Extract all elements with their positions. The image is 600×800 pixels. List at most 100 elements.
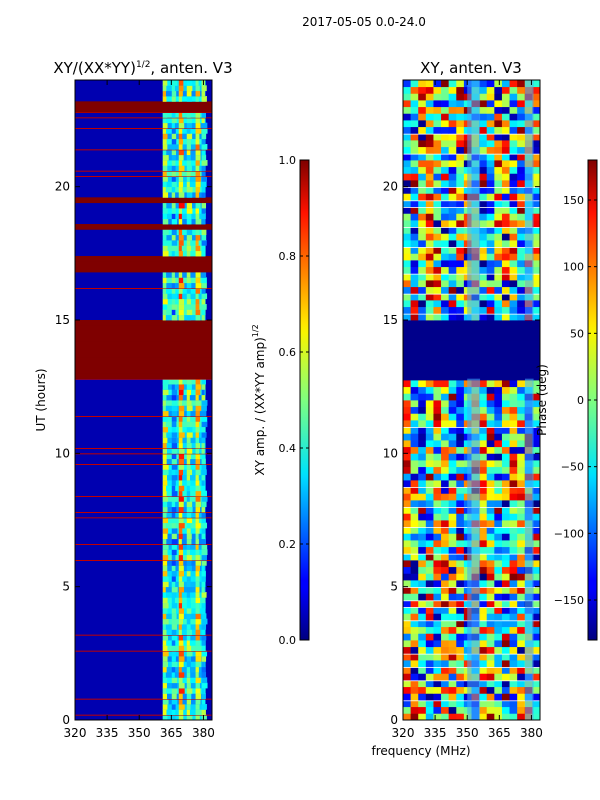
phase-cell: [486, 293, 495, 301]
phase-cell: [441, 520, 450, 528]
amplitude-cell: [162, 490, 206, 497]
amplitude-cell: [186, 672, 191, 678]
phase-cell: [486, 100, 495, 108]
phase-cell: [410, 200, 419, 208]
amplitude-cell: [171, 314, 178, 321]
phase-cell: [425, 666, 434, 674]
phase-cell: [494, 666, 503, 674]
phase-cell: [403, 413, 412, 421]
phase-cell: [433, 666, 442, 674]
phase-cell: [456, 486, 465, 494]
phase-cell: [486, 113, 495, 121]
amplitude-cell: [186, 410, 191, 417]
phase-cell: [509, 513, 518, 521]
amplitude-cell: [162, 208, 206, 214]
amplitude-cell: [195, 480, 200, 486]
phase-cell: [433, 86, 442, 94]
amplitude-y-axis-label: UT (hours): [34, 368, 48, 431]
phase-cell: [418, 586, 427, 594]
phase-cell: [494, 426, 503, 434]
phase-cell: [494, 633, 503, 641]
amplitude-cell: [178, 208, 183, 214]
phase-cell: [433, 453, 442, 461]
phase-cell: [532, 686, 541, 694]
phase-cell: [486, 413, 495, 421]
phase-cell: [494, 386, 503, 394]
phase-cell: [509, 540, 518, 548]
phase-cell: [410, 140, 419, 148]
phase-cell: [418, 680, 427, 688]
phase-cell: [418, 173, 427, 181]
phase-cell: [403, 280, 412, 288]
amplitude-cell: [186, 688, 193, 694]
amplitude-cell: [171, 666, 176, 673]
phase-cell: [410, 86, 419, 94]
phase-cell: [418, 420, 427, 428]
amplitude-cell: [195, 586, 200, 593]
amplitude-cell: [162, 512, 167, 518]
phase-cell: [479, 573, 488, 581]
amplitude-cell: [171, 272, 175, 278]
amplitude-cell: [186, 400, 192, 406]
amplitude-cell: [201, 218, 206, 225]
amplitude-cell: [162, 389, 169, 396]
phase-cell: [501, 673, 510, 681]
phase-cell: [486, 393, 495, 401]
phase-cell: [448, 286, 457, 294]
phase-cell: [410, 633, 419, 641]
phase-cell: [441, 293, 450, 301]
amplitude-cell: [171, 645, 176, 652]
amplitude-rfi-line: [75, 544, 212, 545]
amplitude-cell: [162, 576, 206, 582]
phase-cell: [418, 473, 427, 481]
amplitude-cell: [195, 570, 200, 577]
phase-cell: [494, 306, 503, 314]
phase-cell: [418, 486, 427, 494]
phase-cell: [494, 686, 503, 694]
phase-cell: [425, 586, 434, 594]
phase-cell: [494, 220, 503, 228]
phase-cell: [494, 706, 503, 714]
phase-cell: [494, 553, 503, 561]
phase-cell: [486, 426, 495, 434]
amplitude-cell: [195, 554, 200, 561]
phase-cell: [425, 113, 434, 121]
phase-cell: [418, 686, 427, 694]
amplitude-cell: [195, 613, 201, 620]
amplitude-cell: [171, 133, 177, 140]
phase-cell: [456, 260, 465, 268]
amplitude-cell: [171, 592, 177, 598]
phase-cell: [433, 400, 442, 408]
phase-cell: [509, 633, 518, 641]
amplitude-cell: [186, 453, 191, 460]
phase-cell: [479, 693, 488, 701]
phase-cell: [448, 253, 457, 261]
phase-cell: [501, 560, 510, 568]
phase-cell: [517, 480, 526, 488]
amplitude-cell: [186, 170, 191, 177]
amplitude-cell: [162, 384, 206, 390]
phase-cell: [433, 100, 442, 108]
phase-cell: [501, 586, 510, 594]
phase-cell: [486, 480, 495, 488]
amplitude-cell: [195, 650, 202, 657]
phase-cell: [486, 653, 495, 661]
amplitude-cell: [178, 474, 183, 481]
amplitude-cell: [162, 160, 206, 166]
amplitude-cell: [162, 410, 206, 417]
phase-cell: [425, 100, 434, 108]
phase-cell: [501, 406, 510, 414]
phase-cell: [448, 480, 457, 488]
amplitude-cell: [201, 474, 205, 481]
phase-cell: [410, 433, 419, 441]
amplitude-saturated-row: [75, 266, 212, 273]
phase-cell: [501, 380, 510, 388]
phase-cell: [448, 166, 457, 174]
y-tick-label: 15: [383, 313, 398, 327]
phase-cell: [501, 493, 510, 501]
amplitude-cell: [186, 234, 193, 241]
amplitude-cell: [195, 394, 199, 401]
phase-cell: [433, 140, 442, 148]
phase-cell: [501, 220, 510, 228]
amplitude-cell: [201, 400, 208, 406]
